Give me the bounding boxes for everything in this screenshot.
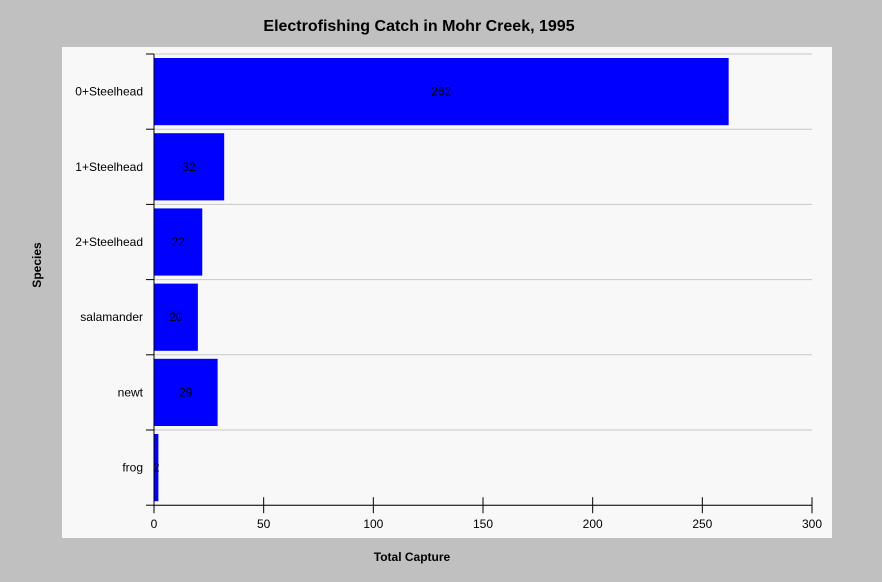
data-label: 262	[431, 85, 451, 99]
y-tick-label: salamander	[80, 310, 143, 324]
x-axis-title: Total Capture	[374, 550, 451, 564]
data-label: 20	[169, 310, 183, 324]
y-tick-label: frog	[122, 461, 143, 475]
x-tick-label: 300	[802, 517, 822, 531]
y-tick-label: 2+Steelhead	[75, 235, 143, 249]
axes	[146, 53, 813, 514]
chart-title: Electrofishing Catch in Mohr Creek, 1995	[263, 18, 575, 35]
bar	[154, 283, 198, 351]
x-tick-label: 150	[473, 517, 493, 531]
x-tick-label: 200	[583, 517, 603, 531]
x-tick-label: 0	[151, 517, 158, 531]
x-tick-label: 250	[692, 517, 712, 531]
x-tick-label: 50	[257, 517, 271, 531]
data-label: 32	[182, 160, 196, 174]
y-tick-label: 0+Steelhead	[75, 85, 143, 99]
bar	[154, 358, 218, 426]
y-tick-label: 1+Steelhead	[75, 160, 143, 174]
bars	[154, 58, 729, 502]
data-label: 22	[171, 235, 185, 249]
x-tick-label: 100	[363, 517, 383, 531]
data-label: 29	[179, 385, 193, 399]
bar	[154, 208, 203, 276]
data-label: 2	[153, 461, 160, 475]
bar	[154, 434, 159, 502]
y-tick-label: newt	[118, 385, 144, 399]
y-axis-title: Species	[30, 242, 44, 288]
bar	[154, 58, 729, 126]
bar	[154, 133, 225, 201]
